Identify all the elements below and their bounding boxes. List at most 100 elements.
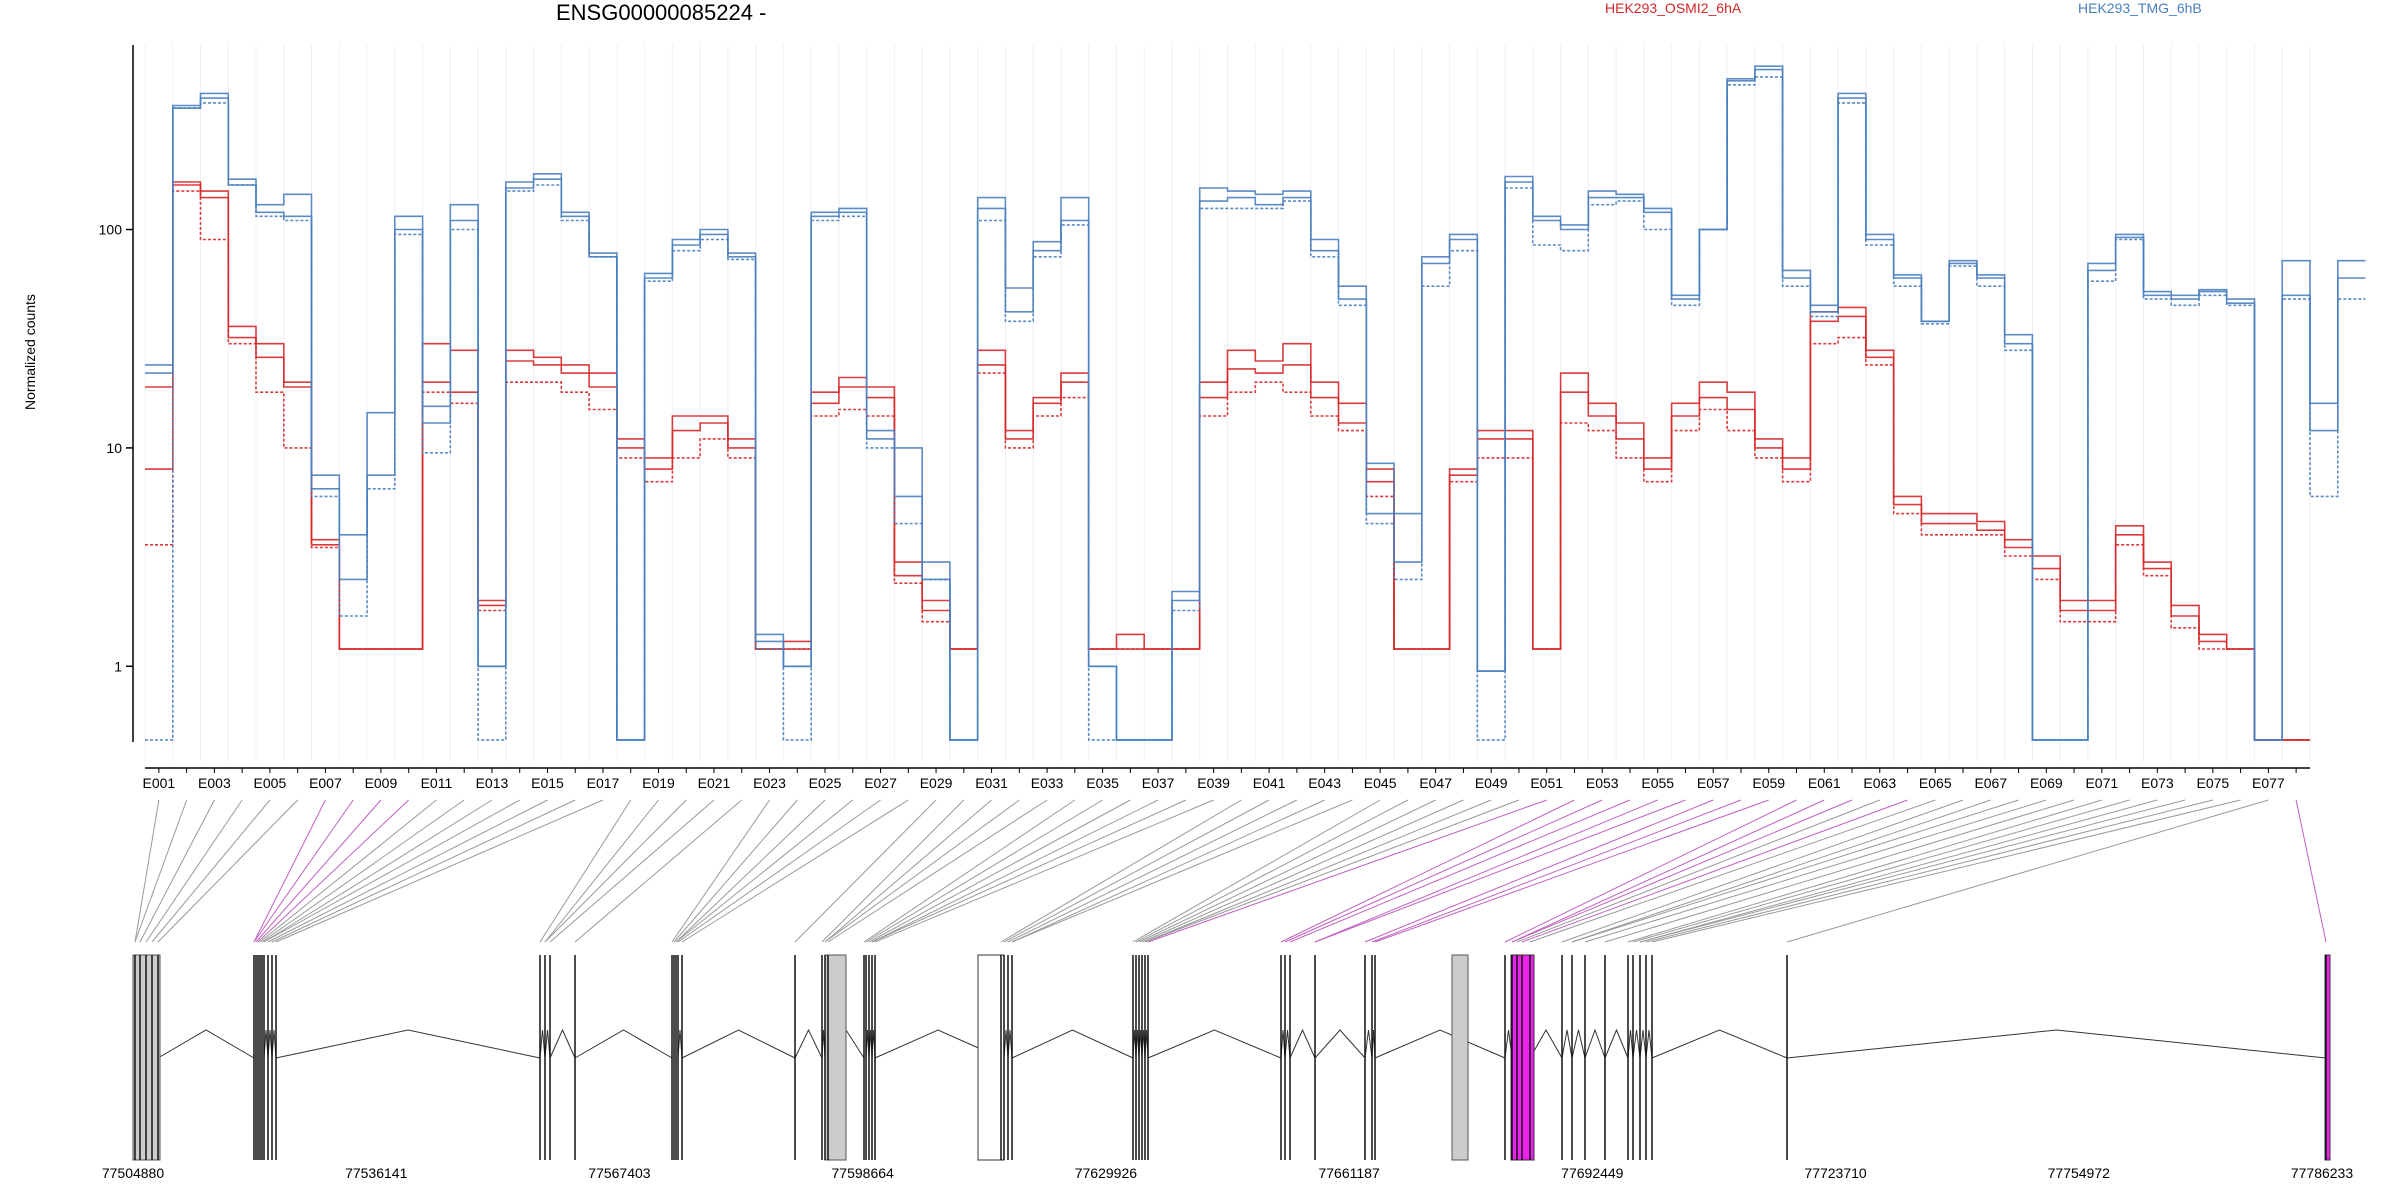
series-line <box>145 76 2366 741</box>
exon-connector <box>675 799 854 943</box>
exon-connector <box>1511 799 1853 943</box>
legend-entry-osmi2: HEK293_OSMI2_6hA <box>1605 0 1742 16</box>
intron-line <box>574 1029 673 1059</box>
exon-label: E023 <box>753 775 786 791</box>
exon-label: E001 <box>143 775 176 791</box>
exon-label: E043 <box>1308 775 1341 791</box>
exon-connector <box>1516 799 1880 943</box>
gene-model <box>132 799 2331 1161</box>
series-lines <box>145 65 2366 741</box>
intron-line <box>794 1028 823 1059</box>
y-tick-label: 100 <box>99 222 123 238</box>
exon-connector <box>1651 799 2241 943</box>
exon-label: E059 <box>1752 775 1785 791</box>
exon-connector <box>1144 799 1492 943</box>
exon-connector <box>1571 799 1991 943</box>
intron-line <box>1571 1029 1586 1059</box>
exon-connector <box>868 799 1131 943</box>
exon-connector <box>827 799 1048 943</box>
exon-connector <box>821 799 965 943</box>
exon-label: E021 <box>698 775 731 791</box>
exon-label: E071 <box>2085 775 2118 791</box>
exon-connector <box>2295 799 2327 943</box>
exon-label: E037 <box>1142 775 1175 791</box>
intron-line <box>1645 1029 1653 1059</box>
exon-box <box>977 954 1005 1161</box>
exon-connector <box>1135 799 1409 943</box>
exon-connector <box>1011 799 1353 943</box>
y-tick-label: 1 <box>114 658 122 674</box>
exon-connector <box>1627 799 2102 943</box>
exon-label: E039 <box>1197 775 1230 791</box>
exon-connector <box>1289 799 1631 943</box>
exon-connector <box>824 799 1020 943</box>
exon-connector <box>677 799 881 943</box>
exon-label: E045 <box>1364 775 1397 791</box>
exon-connector <box>871 799 1187 943</box>
intron-line <box>1632 1029 1641 1059</box>
exon-connector <box>1011 799 1325 943</box>
intron-line <box>1651 1029 1788 1059</box>
exon-connector <box>263 799 493 943</box>
coordinate-label: 77723710 <box>1804 1165 1867 1181</box>
exon-label: E031 <box>975 775 1008 791</box>
exon-connector <box>1786 799 2269 943</box>
coordinate-label: 77504880 <box>102 1165 165 1181</box>
chart-title: ENSG00000085224 - <box>556 0 767 25</box>
exon-connector <box>253 799 354 943</box>
intron-line <box>1374 1029 1506 1059</box>
coordinate-label: 77567403 <box>588 1165 651 1181</box>
exon-connector <box>1147 799 1547 943</box>
coordinate-label: 77786233 <box>2291 1165 2354 1181</box>
exon-label: E025 <box>809 775 842 791</box>
exon-connector <box>1529 799 1936 943</box>
exon-label: E007 <box>309 775 342 791</box>
exon-connector <box>145 799 243 943</box>
intron-line <box>1289 1028 1316 1059</box>
exon-label: E017 <box>587 775 620 791</box>
exon-label: E029 <box>920 775 953 791</box>
exon-connector <box>1314 799 1658 943</box>
exon-label: E051 <box>1530 775 1563 791</box>
intron-line <box>1561 1029 1573 1059</box>
exon-connector <box>1504 799 1797 943</box>
exon-label: E063 <box>1863 775 1896 791</box>
exon-connector <box>1314 799 1686 943</box>
exon-connector <box>255 799 382 943</box>
exon-label: E075 <box>2197 775 2230 791</box>
exon-connector <box>139 799 215 943</box>
exon-label: E077 <box>2252 775 2285 791</box>
exon-connector <box>675 799 826 943</box>
exon-label: E067 <box>1974 775 2007 791</box>
intron-line <box>544 1029 551 1059</box>
exon-label: E003 <box>198 775 231 791</box>
exon-label: E049 <box>1475 775 1508 791</box>
intron-line <box>1786 1029 2327 1059</box>
legend-entry-tmg: HEK293_TMG_6hB <box>2078 0 2202 16</box>
exon-connector <box>671 799 770 943</box>
exon-connector <box>1141 799 1464 943</box>
exon-label: E061 <box>1808 775 1841 791</box>
exon-label: E005 <box>254 775 287 791</box>
exon-connector <box>1132 799 1381 943</box>
exon-connector <box>1000 799 1242 943</box>
exon-connector <box>865 799 1103 943</box>
exon-label: E073 <box>2141 775 2174 791</box>
intron-line <box>1529 1028 1563 1059</box>
coordinate-label: 77661187 <box>1318 1165 1379 1181</box>
exon-label: E065 <box>1919 775 1952 791</box>
exon-connector <box>271 799 576 943</box>
exon-connector <box>1571 799 2019 943</box>
exon-connector <box>1521 799 1908 943</box>
exon-connector <box>267 799 548 943</box>
exon-box <box>1451 954 1469 1161</box>
exon-connector <box>1007 799 1298 943</box>
exon-connector <box>1284 799 1603 943</box>
y-tick-label: 10 <box>106 440 122 456</box>
exon-label: E057 <box>1697 775 1730 791</box>
exon-connector <box>549 799 715 943</box>
intron-line <box>1011 1029 1134 1059</box>
exon-connector <box>539 799 632 943</box>
intron-line <box>681 1029 796 1059</box>
